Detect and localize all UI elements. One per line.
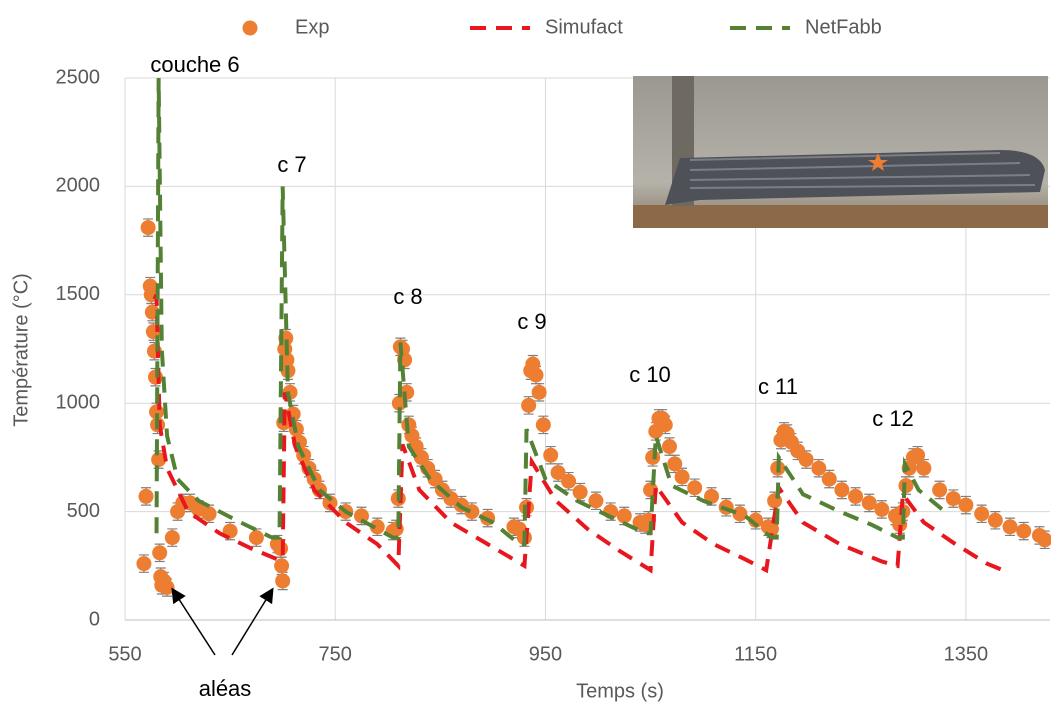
x-axis-title: Temps (s): [576, 680, 664, 702]
arrow: [231, 587, 274, 656]
x-tick-label: 1350: [944, 643, 989, 665]
annotation: c 11: [758, 374, 798, 399]
legend-label: NetFabb: [805, 16, 882, 38]
y-tick-label: 0: [89, 608, 100, 630]
exp-point: [1002, 519, 1018, 535]
exp-point: [821, 471, 837, 487]
y-tick-label: 1000: [56, 391, 101, 413]
exp-point: [616, 508, 632, 524]
exp-point: [572, 484, 588, 500]
exp-point: [704, 488, 720, 504]
exp-point: [138, 488, 154, 504]
exp-point: [354, 508, 370, 524]
x-tick-label: 550: [108, 643, 141, 665]
exp-point: [543, 447, 559, 463]
legend-label: Exp: [295, 16, 329, 38]
exp-point: [274, 558, 290, 574]
exp-point: [687, 480, 703, 496]
exp-point: [798, 452, 814, 468]
exp-point: [531, 384, 547, 400]
exp-point: [535, 417, 551, 433]
exp-point: [958, 497, 974, 513]
exp-point: [521, 397, 537, 413]
legend-label: Simufact: [545, 16, 623, 38]
exp-point: [874, 501, 890, 517]
annotation: c 10: [629, 362, 671, 387]
exp-point: [910, 447, 926, 463]
exp-point: [159, 579, 175, 595]
legend: Exp Simufact NetFabb: [242, 16, 882, 38]
exp-point: [588, 493, 604, 509]
y-tick-label: 500: [67, 500, 100, 522]
annotation: aléas: [199, 676, 252, 701]
sim-line: [154, 77, 947, 547]
y-tick-label: 2000: [56, 175, 101, 197]
arrow: [171, 587, 216, 656]
exp-point: [916, 460, 932, 476]
exp-point: [732, 506, 748, 522]
y-axis-title: Température (°C): [10, 273, 32, 427]
legend-marker: [242, 20, 258, 36]
exp-point: [561, 473, 577, 489]
exp-point: [974, 506, 990, 522]
exp-point: [767, 493, 783, 509]
exp-point: [987, 512, 1003, 528]
y-tick-label: 2500: [56, 66, 101, 88]
exp-point: [811, 460, 827, 476]
exp-point: [427, 471, 443, 487]
annotation: c 8: [393, 284, 422, 309]
annotation: c 12: [872, 406, 914, 431]
exp-point: [201, 506, 217, 522]
exp-point: [152, 545, 168, 561]
exp-point: [550, 465, 566, 481]
exp-point: [661, 439, 677, 455]
exp-point: [1016, 523, 1032, 539]
exp-point: [140, 220, 156, 236]
annotation: c 9: [517, 309, 546, 334]
exp-point: [528, 367, 544, 383]
sim-line: [152, 293, 1009, 575]
exp-point: [861, 495, 877, 511]
exp-point: [945, 491, 961, 507]
exp-point: [275, 573, 291, 589]
exp-point: [248, 530, 264, 546]
photo-layers: [689, 152, 1036, 189]
exp-point: [464, 504, 480, 520]
x-tick-label: 750: [319, 643, 352, 665]
exp-point: [413, 449, 429, 465]
exp-point: [273, 540, 289, 556]
exp-point: [657, 417, 673, 433]
annotation: c 7: [277, 152, 306, 177]
x-tick-label: 950: [529, 643, 562, 665]
exp-point: [1037, 532, 1051, 548]
exp-point: [322, 495, 338, 511]
x-tick-label: 1150: [734, 643, 777, 665]
exp-point: [667, 456, 683, 472]
y-tick-label: 1500: [56, 283, 101, 305]
exp-point: [136, 556, 152, 572]
inset-photo: [633, 76, 1048, 228]
exp-point: [369, 519, 385, 535]
photo-table: [633, 205, 1048, 228]
annotation: couche 6: [150, 52, 239, 77]
exp-point: [834, 482, 850, 498]
photo-star: [868, 153, 888, 171]
exp-point: [164, 530, 180, 546]
exp-point: [848, 488, 864, 504]
exp-point: [932, 482, 948, 498]
exp-point: [151, 452, 167, 468]
exp-point: [674, 469, 690, 485]
plot: [136, 77, 1051, 597]
